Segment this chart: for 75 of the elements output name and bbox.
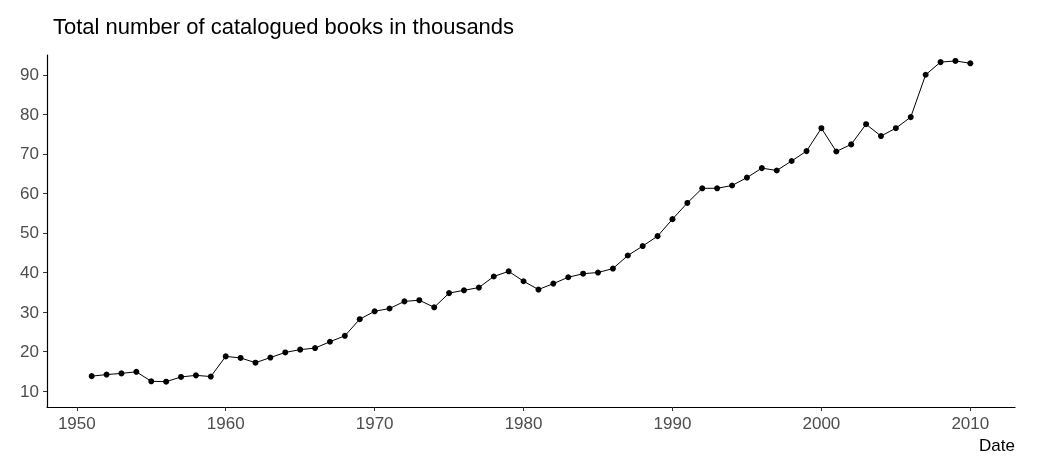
x-tick-label: 2000	[802, 414, 841, 433]
x-tick-label: 1970	[355, 414, 394, 433]
point	[803, 148, 810, 155]
point	[907, 114, 914, 121]
x-tick-label: 1950	[57, 414, 96, 433]
point	[669, 216, 676, 223]
point	[505, 268, 512, 275]
point	[535, 286, 542, 293]
point	[639, 243, 646, 250]
point	[684, 199, 691, 206]
point	[371, 308, 378, 315]
point	[967, 60, 974, 67]
x-tick-label: 1980	[504, 414, 543, 433]
point	[788, 158, 795, 164]
point	[892, 125, 899, 132]
point	[207, 373, 214, 380]
point	[714, 185, 721, 192]
point	[163, 378, 170, 385]
point	[490, 273, 497, 280]
point	[624, 252, 631, 259]
point	[922, 71, 929, 78]
point	[88, 373, 95, 380]
point	[937, 59, 944, 66]
point	[401, 298, 408, 305]
point	[952, 57, 959, 64]
point	[446, 290, 453, 297]
x-tick-label: 1960	[206, 414, 245, 433]
point	[192, 372, 199, 379]
point	[267, 354, 274, 361]
y-tick-label: 80	[20, 104, 39, 124]
point	[118, 370, 125, 377]
point	[356, 316, 363, 323]
x-tick-label: 1990	[653, 414, 692, 433]
point	[312, 345, 319, 352]
point	[877, 133, 884, 140]
point	[758, 165, 765, 172]
x-axis-title: Date	[979, 436, 1015, 455]
point	[520, 278, 527, 285]
point	[386, 305, 393, 312]
point	[565, 274, 572, 281]
chart-title: Total number of catalogued books in thousands	[53, 13, 515, 39]
y-tick-label: 50	[20, 223, 39, 243]
point	[431, 304, 438, 311]
point	[609, 265, 616, 272]
point	[654, 233, 661, 240]
point	[475, 284, 482, 291]
y-tick-label: 70	[20, 144, 39, 164]
point	[580, 270, 587, 277]
point	[416, 297, 423, 304]
point	[818, 125, 825, 132]
point	[848, 141, 855, 148]
point	[595, 269, 602, 276]
point	[178, 373, 185, 380]
point	[863, 121, 870, 128]
x-tick-label: 2010	[951, 414, 990, 433]
point	[222, 353, 229, 360]
y-tick-label: 90	[20, 65, 39, 85]
point	[133, 368, 140, 375]
y-tick-label: 30	[20, 302, 39, 322]
point	[282, 349, 289, 356]
y-tick-label: 10	[20, 381, 39, 401]
point	[148, 378, 155, 385]
point	[237, 354, 244, 361]
point	[297, 346, 304, 353]
point	[729, 182, 736, 189]
point	[103, 371, 110, 378]
point	[341, 332, 348, 339]
point	[550, 280, 557, 287]
point	[743, 174, 750, 181]
y-tick-label: 20	[20, 342, 39, 362]
point	[699, 185, 706, 192]
y-tick-label: 60	[20, 183, 39, 203]
point	[460, 287, 467, 294]
y-tick-label: 40	[20, 263, 39, 283]
point	[326, 338, 333, 345]
